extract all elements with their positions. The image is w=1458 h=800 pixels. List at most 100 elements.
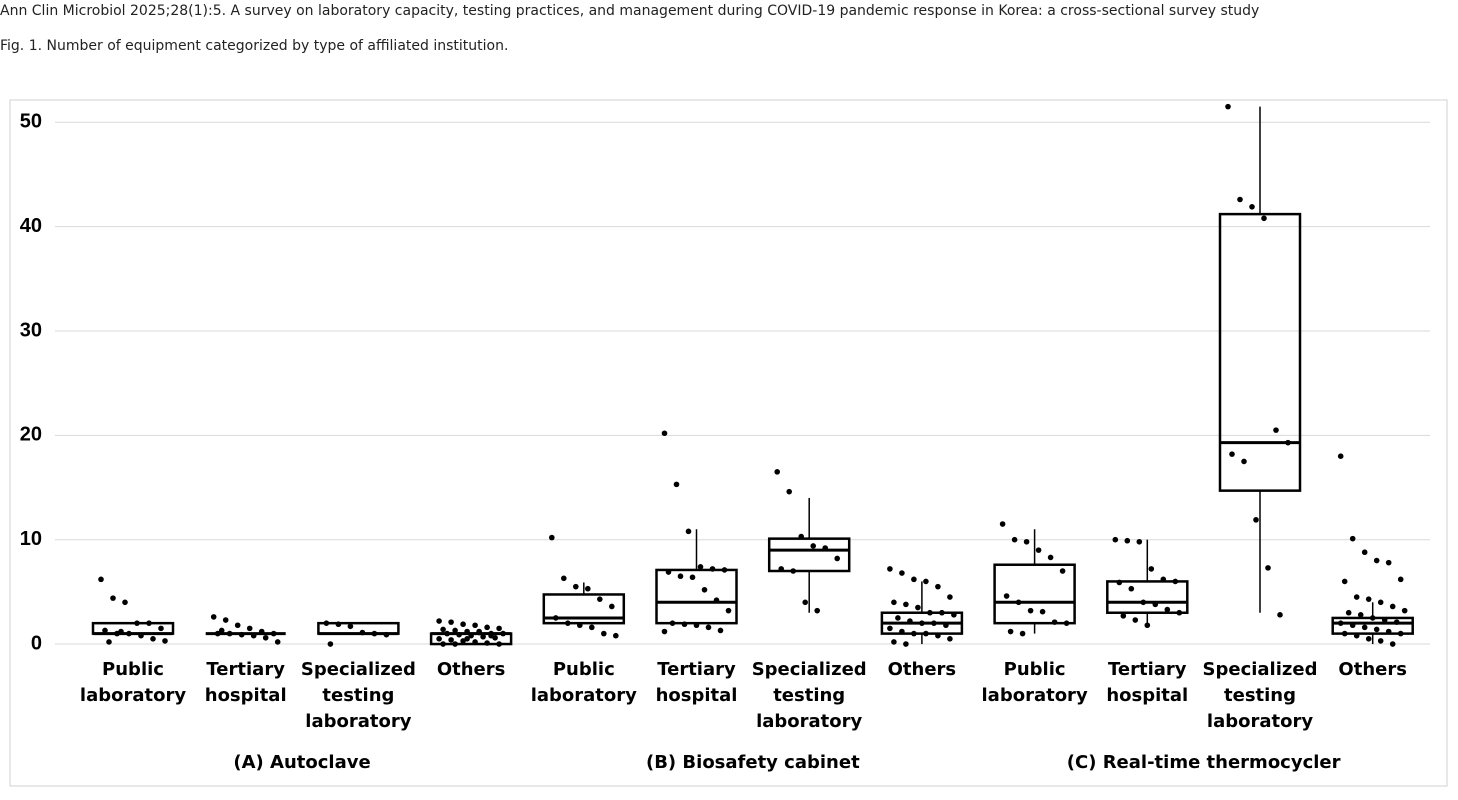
point	[1047, 554, 1054, 561]
point	[1019, 630, 1026, 637]
point	[927, 609, 933, 616]
point	[661, 628, 668, 635]
x-tick-label: Others	[436, 659, 506, 680]
point	[609, 603, 615, 610]
point	[210, 614, 217, 620]
point	[1349, 622, 1356, 629]
point	[1385, 628, 1392, 635]
point	[810, 543, 816, 549]
y-tick-label: 40	[20, 215, 42, 237]
point	[834, 555, 840, 562]
point	[500, 630, 506, 637]
point	[790, 568, 796, 574]
point	[903, 641, 909, 647]
point	[222, 617, 229, 623]
point	[935, 632, 941, 639]
point	[460, 621, 466, 628]
point	[98, 576, 104, 583]
point	[585, 585, 591, 592]
point	[891, 639, 897, 645]
point	[158, 625, 164, 632]
point	[1015, 599, 1022, 606]
point	[613, 632, 619, 639]
point	[943, 622, 949, 629]
point	[549, 534, 555, 541]
point	[713, 597, 720, 604]
y-tick-label: 50	[20, 111, 42, 133]
point	[939, 609, 945, 616]
group-label: (A) Autoclave	[233, 752, 371, 773]
point	[669, 620, 676, 626]
point	[935, 583, 941, 590]
point	[262, 634, 269, 641]
y-tick-label: 20	[20, 424, 42, 446]
point	[1389, 603, 1396, 610]
point	[1401, 607, 1408, 614]
point	[705, 624, 712, 631]
point	[452, 641, 458, 647]
point	[822, 545, 828, 551]
point	[1027, 607, 1034, 614]
point	[327, 641, 334, 647]
point	[1144, 622, 1151, 629]
point	[270, 630, 277, 637]
point	[577, 622, 583, 629]
x-tick-label: Tertiary hospital	[204, 659, 287, 706]
point	[118, 628, 124, 635]
point	[931, 620, 937, 626]
point	[106, 639, 112, 645]
point	[903, 601, 909, 608]
point	[444, 630, 450, 637]
point	[999, 521, 1006, 527]
point	[1397, 576, 1404, 583]
point	[887, 625, 893, 632]
point	[1237, 196, 1243, 203]
point	[456, 631, 462, 638]
point	[1063, 620, 1070, 626]
point	[1397, 630, 1404, 637]
point	[786, 488, 792, 495]
point	[685, 528, 692, 535]
point	[226, 630, 233, 637]
point	[347, 623, 354, 630]
point	[601, 630, 607, 637]
point	[573, 583, 579, 590]
point	[146, 620, 152, 626]
point	[661, 430, 668, 437]
point	[1164, 606, 1171, 613]
point	[138, 632, 144, 639]
box	[542, 593, 626, 625]
point	[1152, 601, 1159, 608]
point	[1059, 568, 1066, 574]
point	[1353, 632, 1360, 639]
x-tick-label: Tertiary hospital	[1106, 659, 1189, 706]
point	[464, 628, 470, 635]
point	[1341, 578, 1348, 585]
point	[383, 631, 390, 638]
point	[440, 626, 446, 633]
point	[1124, 537, 1131, 544]
point	[476, 628, 482, 635]
point	[597, 596, 603, 602]
point	[951, 612, 957, 618]
point	[895, 615, 901, 621]
point	[911, 630, 917, 637]
point	[1373, 626, 1380, 633]
point	[1176, 609, 1183, 616]
point	[923, 578, 929, 585]
point	[1345, 609, 1352, 616]
point	[110, 595, 116, 601]
point	[1249, 204, 1255, 210]
point	[947, 636, 953, 642]
point	[778, 566, 784, 572]
point	[150, 636, 156, 642]
point	[1120, 613, 1127, 619]
point	[721, 567, 728, 573]
x-tick-label: Public laboratory	[981, 659, 1088, 706]
point	[496, 641, 502, 647]
point	[1116, 579, 1123, 586]
point	[1023, 538, 1030, 545]
point	[1377, 638, 1384, 644]
y-tick-label: 10	[20, 528, 42, 550]
